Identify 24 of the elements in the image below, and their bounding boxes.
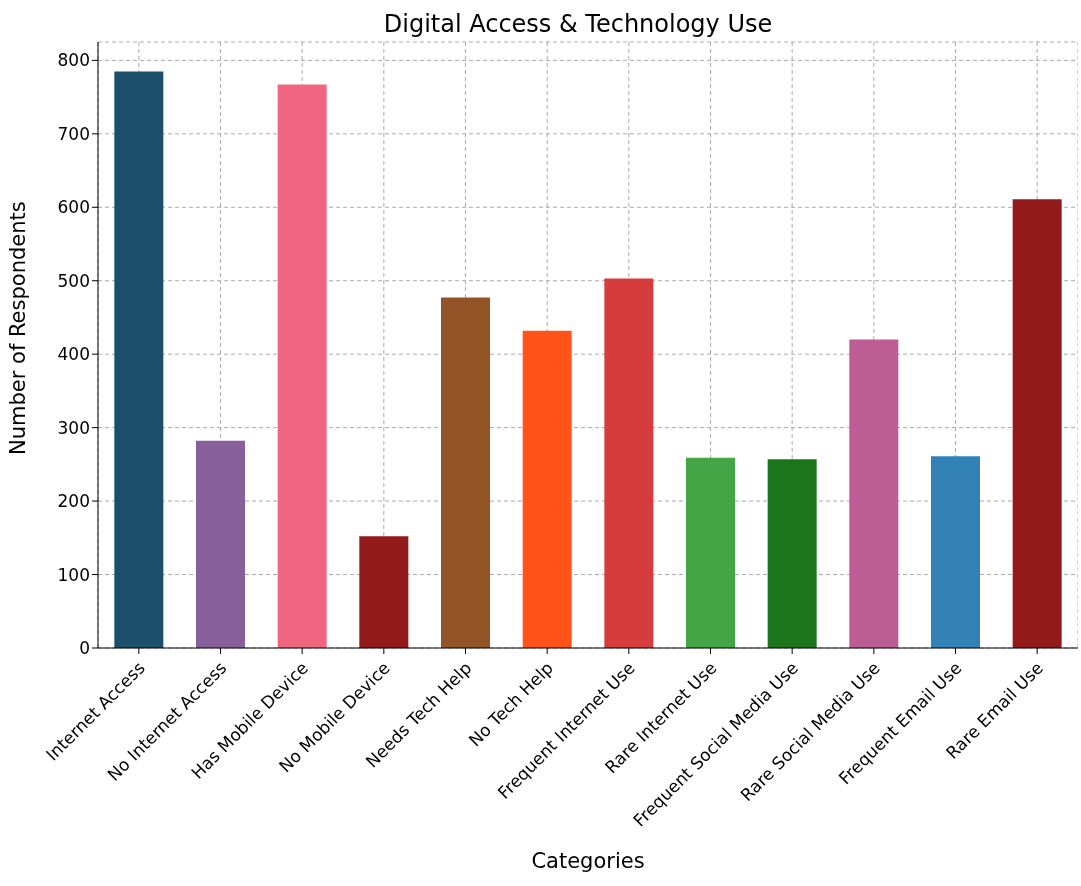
bar bbox=[604, 278, 654, 648]
y-tick-label: 400 bbox=[57, 344, 90, 365]
x-axis-title: Categories bbox=[531, 849, 645, 873]
y-tick-label: 100 bbox=[57, 564, 90, 585]
y-axis-title: Number of Respondents bbox=[6, 201, 31, 455]
y-tick-label: 300 bbox=[57, 417, 90, 438]
bar bbox=[114, 71, 164, 648]
bar bbox=[849, 339, 899, 648]
y-tick-label: 800 bbox=[57, 50, 90, 71]
y-tick-label: 600 bbox=[57, 197, 90, 218]
bar bbox=[931, 456, 980, 648]
y-tick-label: 200 bbox=[57, 491, 90, 512]
bar bbox=[686, 457, 735, 648]
y-tick-label: 0 bbox=[79, 638, 90, 659]
y-tick-label: 700 bbox=[57, 123, 90, 144]
bar bbox=[1012, 199, 1062, 648]
bar bbox=[767, 459, 817, 648]
chart-title: Digital Access & Technology Use bbox=[382, 10, 774, 38]
bar bbox=[359, 536, 409, 648]
bar bbox=[441, 297, 490, 648]
bar bbox=[277, 84, 327, 648]
bar bbox=[522, 330, 572, 648]
y-tick-label: 500 bbox=[57, 270, 90, 291]
bar bbox=[196, 440, 245, 648]
